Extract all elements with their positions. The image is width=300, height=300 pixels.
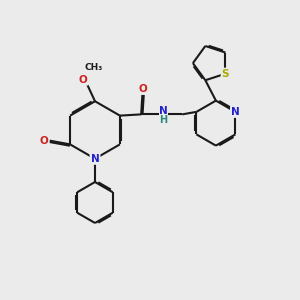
Text: H: H [160,115,168,125]
Text: O: O [40,136,49,146]
Text: N: N [231,107,240,117]
Text: N: N [91,154,99,164]
Text: O: O [138,84,147,94]
Text: S: S [222,69,229,79]
Text: CH₃: CH₃ [84,63,102,72]
Text: O: O [79,74,88,85]
Text: N: N [159,106,168,116]
